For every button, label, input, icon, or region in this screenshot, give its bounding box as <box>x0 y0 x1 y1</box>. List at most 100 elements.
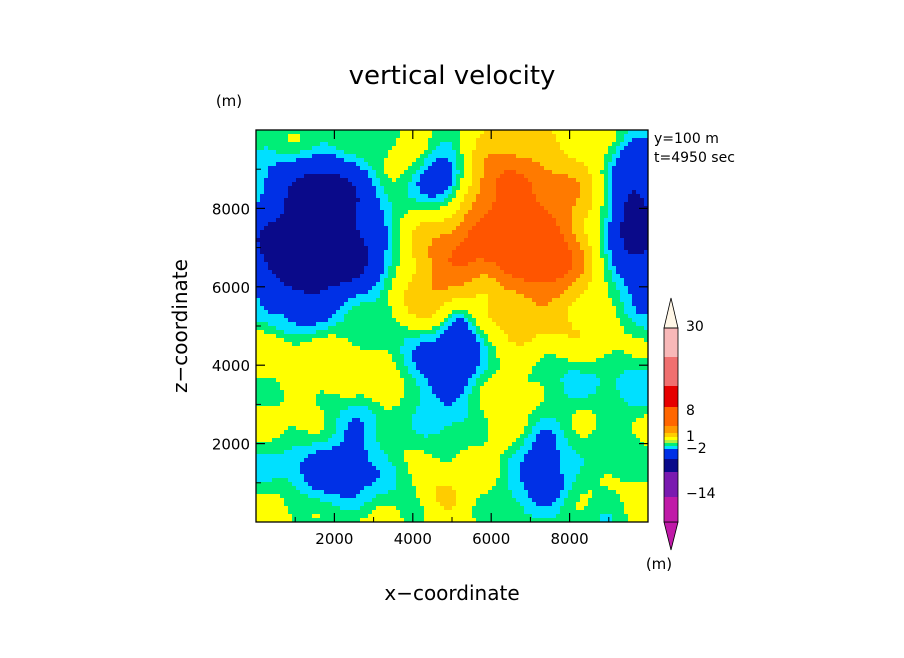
field-cell <box>292 270 297 275</box>
field-cell <box>392 150 397 155</box>
field-cell <box>316 286 321 291</box>
field-cell <box>348 290 353 295</box>
field-cell <box>320 302 325 307</box>
field-cell <box>452 386 457 391</box>
field-cell <box>452 222 457 227</box>
field-cell <box>324 370 329 375</box>
field-cell <box>336 438 341 443</box>
field-cell <box>308 490 313 495</box>
field-cell <box>292 402 297 407</box>
field-cell <box>372 366 377 371</box>
field-cell <box>404 438 409 443</box>
field-cell <box>268 262 273 267</box>
field-cell <box>392 294 397 299</box>
field-cell <box>276 326 281 331</box>
field-cell <box>348 394 353 399</box>
field-cell <box>332 446 337 451</box>
field-cell <box>272 274 277 279</box>
field-cell <box>428 410 433 415</box>
field-cell <box>384 486 389 491</box>
field-cell <box>436 474 441 479</box>
field-cell <box>268 354 273 359</box>
field-cell <box>296 390 301 395</box>
field-cell <box>328 282 333 287</box>
field-cell <box>268 302 273 307</box>
field-cell <box>256 202 261 207</box>
field-cell <box>256 234 261 239</box>
field-cell <box>384 310 389 315</box>
field-cell <box>384 314 389 319</box>
field-cell <box>388 214 393 219</box>
field-cell <box>296 254 301 259</box>
field-cell <box>368 226 373 231</box>
field-cell <box>396 406 401 411</box>
field-cell <box>356 410 361 415</box>
field-cell <box>432 394 437 399</box>
field-cell <box>428 466 433 471</box>
field-cell <box>416 494 421 499</box>
field-cell <box>392 386 397 391</box>
field-cell <box>372 494 377 499</box>
field-cell <box>456 438 461 443</box>
field-cell <box>372 362 377 367</box>
field-cell <box>292 162 297 167</box>
field-cell <box>352 418 357 423</box>
field-cell <box>284 134 289 139</box>
field-cell <box>360 174 365 179</box>
field-cell <box>356 234 361 239</box>
field-cell <box>356 466 361 471</box>
field-cell <box>404 514 409 519</box>
field-cell <box>336 454 341 459</box>
field-cell <box>308 254 313 259</box>
field-cell <box>360 202 365 207</box>
field-cell <box>396 130 401 135</box>
field-cell <box>280 518 285 523</box>
field-cell <box>288 482 293 487</box>
field-cell <box>408 162 413 167</box>
field-cell <box>280 474 285 479</box>
field-cell <box>300 498 305 503</box>
field-cell <box>364 310 369 315</box>
field-cell <box>376 370 381 375</box>
field-cell <box>336 506 341 511</box>
field-cell <box>432 446 437 451</box>
field-cell <box>408 362 413 367</box>
field-cell <box>360 346 365 351</box>
field-cell <box>256 498 261 503</box>
field-cell <box>316 326 321 331</box>
field-cell <box>352 430 357 435</box>
field-cell <box>356 430 361 435</box>
field-cell <box>296 394 301 399</box>
field-cell <box>408 370 413 375</box>
field-cell <box>284 138 289 143</box>
field-cell <box>256 326 261 331</box>
field-cell <box>328 234 333 239</box>
field-cell <box>380 166 385 171</box>
field-cell <box>372 234 377 239</box>
field-cell <box>312 374 317 379</box>
field-cell <box>356 442 361 447</box>
field-cell <box>408 262 413 267</box>
field-cell <box>316 330 321 335</box>
field-cell <box>400 474 405 479</box>
field-cell <box>400 334 405 339</box>
field-cell <box>316 178 321 183</box>
field-cell <box>344 462 349 467</box>
field-cell <box>408 194 413 199</box>
field-cell <box>448 214 453 219</box>
field-cell <box>368 254 373 259</box>
field-cell <box>404 282 409 287</box>
field-cell <box>284 466 289 471</box>
field-cell <box>296 266 301 271</box>
field-cell <box>260 146 265 151</box>
field-cell <box>268 250 273 255</box>
field-cell <box>328 362 333 367</box>
field-cell <box>320 202 325 207</box>
field-cell <box>280 294 285 299</box>
field-cell <box>348 186 353 191</box>
field-cell <box>376 250 381 255</box>
field-cell <box>392 466 397 471</box>
field-cell <box>308 158 313 163</box>
field-cell <box>432 190 437 195</box>
field-cell <box>416 358 421 363</box>
